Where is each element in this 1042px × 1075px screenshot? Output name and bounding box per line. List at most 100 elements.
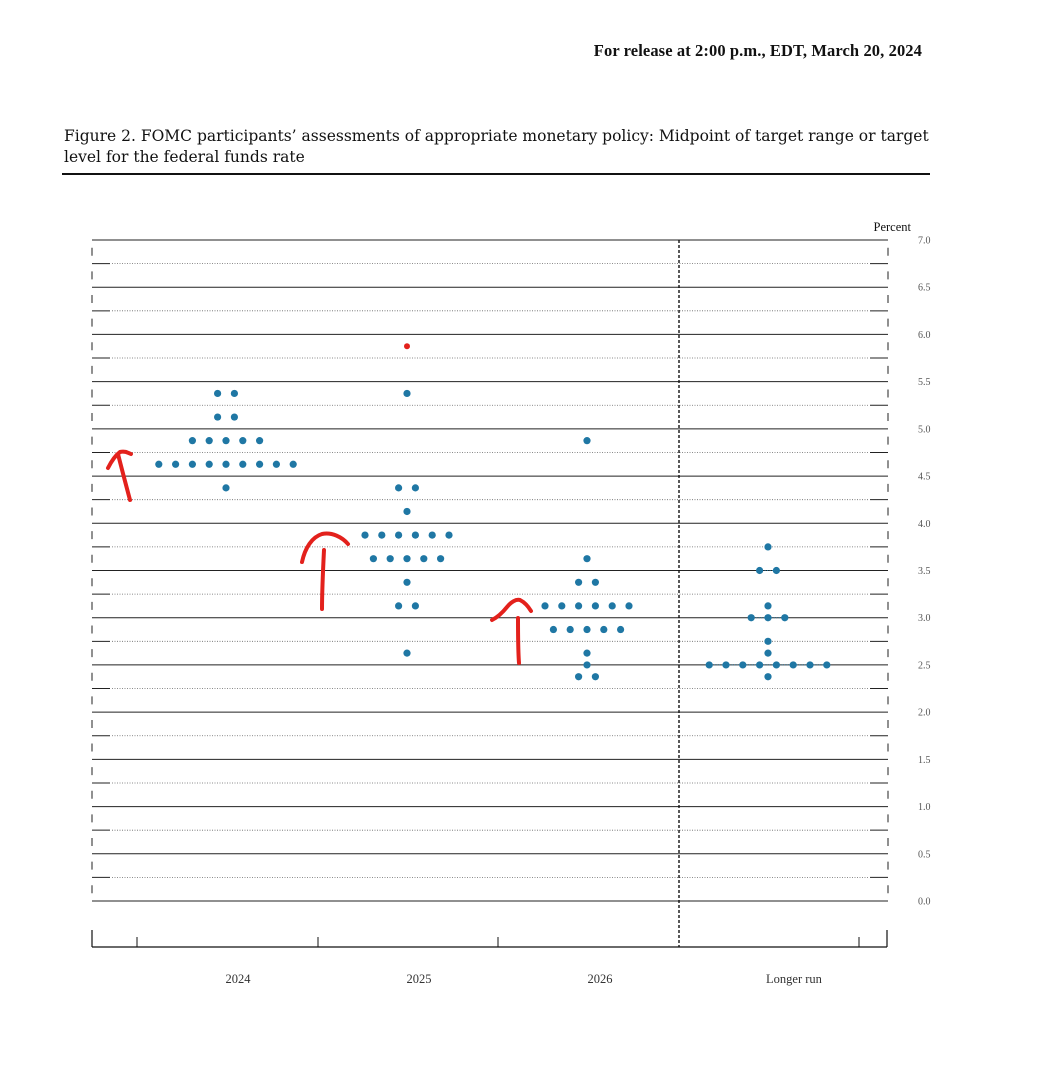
participant-dot bbox=[764, 673, 772, 681]
participant-dot bbox=[256, 437, 264, 445]
participant-dot bbox=[205, 437, 213, 445]
participant-dot bbox=[395, 531, 403, 539]
annotations bbox=[106, 449, 533, 665]
y-tick-label: 1.0 bbox=[918, 802, 931, 813]
participant-dot bbox=[705, 661, 713, 669]
participant-dot bbox=[428, 531, 436, 539]
red-arrow-annotation-3 bbox=[490, 597, 533, 665]
y-tick-label: 6.5 bbox=[918, 283, 931, 294]
participant-dot bbox=[214, 413, 222, 421]
participant-dot bbox=[403, 507, 411, 516]
participant-dot bbox=[272, 460, 280, 468]
participant-dot bbox=[756, 661, 764, 669]
participant-dot bbox=[239, 460, 247, 468]
participant-dot bbox=[772, 661, 781, 669]
participant-dot bbox=[205, 460, 213, 468]
participant-dot bbox=[437, 555, 445, 563]
participant-dot bbox=[823, 661, 831, 669]
participant-dot bbox=[188, 460, 196, 468]
participant-dot bbox=[617, 625, 625, 634]
y-tick-label: 7.0 bbox=[918, 236, 931, 247]
participant-dot bbox=[222, 460, 230, 468]
x-category-label: 2025 bbox=[407, 972, 432, 986]
participant-dot bbox=[411, 484, 419, 492]
participant-dot bbox=[188, 437, 196, 445]
participant-dot bbox=[395, 602, 403, 610]
y-tick-label: 2.5 bbox=[918, 660, 931, 671]
participant-dot bbox=[155, 460, 163, 468]
participant-dot bbox=[591, 673, 600, 681]
participant-dot bbox=[549, 625, 558, 634]
participant-dot bbox=[608, 602, 616, 610]
participant-dot bbox=[583, 661, 591, 669]
participant-dot bbox=[600, 625, 608, 634]
participant-dot bbox=[583, 625, 591, 634]
release-date-text: For release at 2:00 p.m., EDT, March 20,… bbox=[593, 41, 922, 60]
participant-dot bbox=[764, 637, 772, 645]
participant-dot bbox=[747, 614, 755, 622]
participant-dot bbox=[575, 578, 583, 586]
participant-dot bbox=[575, 602, 583, 610]
dots bbox=[155, 343, 831, 681]
participant-dot bbox=[558, 602, 566, 610]
participant-dot bbox=[403, 389, 411, 398]
participant-dot bbox=[625, 602, 633, 610]
y-tick-label: 0.0 bbox=[918, 897, 931, 908]
participant-dot bbox=[222, 484, 230, 492]
participant-dot bbox=[781, 614, 789, 622]
participant-dot bbox=[256, 460, 264, 468]
red-arrow-annotation-1 bbox=[106, 449, 133, 502]
participant-dot bbox=[378, 531, 386, 539]
participant-dot bbox=[395, 484, 403, 492]
participant-dot bbox=[566, 625, 574, 634]
participant-dot bbox=[764, 649, 772, 657]
participant-dot bbox=[403, 578, 411, 586]
participant-dot bbox=[403, 649, 411, 657]
figure-caption: Figure 2. FOMC participants’ assessments… bbox=[64, 127, 929, 166]
participant-dot bbox=[369, 555, 377, 563]
participant-dot bbox=[239, 437, 247, 445]
y-tick-label: 3.5 bbox=[918, 566, 931, 577]
gridlines bbox=[91, 239, 889, 902]
participant-dot bbox=[214, 389, 222, 398]
participant-dot bbox=[230, 413, 238, 421]
participant-dot bbox=[445, 531, 453, 539]
y-axis-unit-label: Percent bbox=[874, 220, 912, 234]
participant-dot bbox=[764, 614, 772, 622]
y-tick-label: 1.5 bbox=[918, 755, 931, 766]
participant-dot bbox=[583, 437, 591, 445]
x-category-label: 2026 bbox=[588, 972, 613, 986]
participant-dot bbox=[172, 460, 180, 468]
participant-dot bbox=[541, 602, 549, 610]
participant-dot bbox=[591, 602, 600, 610]
x-category-label: 2024 bbox=[226, 972, 252, 986]
participant-dot bbox=[772, 566, 781, 575]
participant-dot bbox=[806, 661, 814, 669]
participant-dot bbox=[764, 602, 772, 610]
participant-dot bbox=[591, 578, 600, 586]
participant-dot bbox=[583, 649, 591, 657]
participant-dot bbox=[722, 661, 730, 669]
y-tick-label: 4.5 bbox=[918, 472, 931, 483]
participant-dot bbox=[404, 343, 410, 350]
y-tick-label: 3.0 bbox=[918, 613, 931, 624]
red-arrow-annotation-2 bbox=[300, 531, 350, 611]
participant-dot bbox=[756, 566, 764, 575]
participant-dot bbox=[403, 555, 411, 563]
participant-dot bbox=[411, 531, 419, 539]
participant-dot bbox=[575, 673, 583, 681]
participant-dot bbox=[739, 661, 747, 669]
y-tick-label: 0.5 bbox=[918, 849, 931, 860]
participant-dot bbox=[222, 437, 230, 445]
participant-dot bbox=[411, 602, 419, 610]
y-tick-label: 2.0 bbox=[918, 708, 931, 719]
participant-dot bbox=[764, 543, 772, 551]
participant-dot bbox=[583, 555, 591, 563]
y-tick-label: 4.0 bbox=[918, 519, 931, 530]
participant-dot bbox=[386, 555, 394, 563]
y-tick-label: 6.0 bbox=[918, 330, 931, 341]
axes: 0.0 0.5 1.0 1.5 2.0 2.5 3.0 3.5 4.0 4.5 5.0 5.5 6.0 6… bbox=[91, 236, 931, 986]
caption-rule bbox=[62, 173, 930, 175]
y-tick-label: 5.0 bbox=[918, 424, 931, 435]
